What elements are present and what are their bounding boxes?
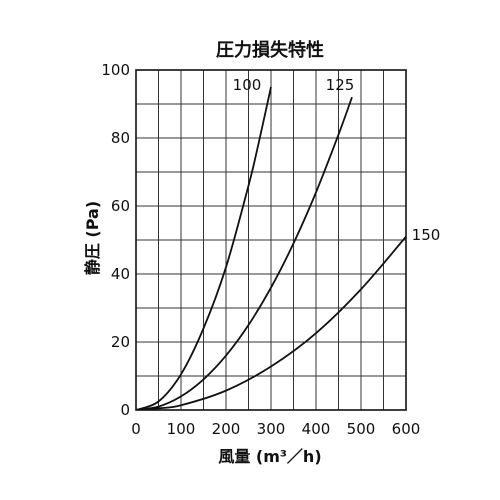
tick-labels: 0 100 200 300 400 500 600 0 20 40 60 80 100	[101, 61, 420, 438]
x-axis-label: 風量 (m³／h)	[218, 447, 321, 466]
x-tick-label: 400	[302, 420, 331, 438]
y-tick-label: 40	[111, 265, 130, 283]
x-tick-label: 600	[392, 420, 421, 438]
y-axis-label: 静圧 (Pa)	[83, 201, 102, 275]
series-line-100	[136, 86, 272, 410]
grid-lines	[136, 70, 406, 410]
series-label-125: 125	[326, 76, 355, 94]
y-tick-label: 20	[111, 333, 130, 351]
series-label-150: 150	[412, 226, 441, 244]
series-line-150	[136, 236, 406, 410]
series-label-100: 100	[233, 76, 262, 94]
x-tick-label: 300	[257, 420, 286, 438]
x-tick-label: 200	[212, 420, 241, 438]
x-tick-label: 0	[131, 420, 141, 438]
plot-frame	[135, 69, 407, 411]
chart-title: 圧力損失特性	[216, 39, 324, 61]
y-tick-label: 100	[101, 61, 130, 79]
series-lines: 100 125 150	[136, 76, 440, 410]
x-tick-label: 100	[167, 420, 196, 438]
y-tick-label: 0	[120, 401, 130, 419]
x-tick-label: 500	[347, 420, 376, 438]
y-tick-label: 80	[111, 129, 130, 147]
series-line-125	[136, 96, 353, 410]
y-tick-label: 60	[111, 197, 130, 215]
